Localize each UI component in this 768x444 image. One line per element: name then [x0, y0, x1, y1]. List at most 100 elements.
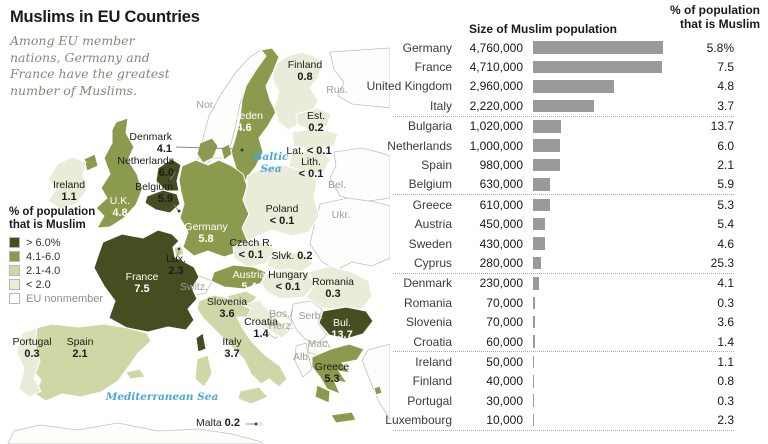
percent-value: 2.3 — [717, 413, 734, 428]
population-bar — [533, 413, 534, 427]
population-value: 4,760,000 — [469, 40, 523, 55]
population-bar — [533, 99, 594, 113]
population-bar-cell — [523, 80, 685, 93]
population-bar — [533, 315, 535, 329]
country-poland — [241, 164, 320, 243]
country-name: Portugal — [407, 393, 452, 408]
page-title: Muslims in EU Countries — [10, 8, 200, 26]
population-bar-cell — [523, 413, 685, 427]
population-value: 450,000 — [479, 217, 523, 232]
table-row: Finland 40,000 0.8 — [355, 372, 734, 391]
legend-swatch — [9, 251, 20, 262]
country-greece-crete — [330, 411, 357, 424]
country-uk — [95, 117, 143, 229]
group-divider — [393, 351, 734, 353]
population-bar — [533, 120, 561, 133]
legend-swatch — [9, 265, 20, 276]
table-row: Belgium 630,000 5.9 — [355, 175, 734, 194]
percent-value: 0.8 — [717, 374, 734, 389]
country-italy-sicily — [237, 386, 269, 405]
country-name: Netherlands — [387, 138, 452, 153]
population-bar-cell — [523, 99, 685, 113]
population-bar-cell — [523, 158, 685, 172]
country-name: Croatia — [413, 334, 452, 349]
country-netherlands — [155, 158, 182, 192]
population-bar-cell — [523, 375, 685, 388]
population-value: 430,000 — [479, 236, 523, 251]
country-serbia — [290, 300, 328, 345]
table-row: United Kingdom 2,960,000 4.8 — [355, 77, 734, 96]
percent-value: 1.4 — [717, 334, 734, 349]
population-value: 1,000,000 — [469, 138, 523, 153]
group-divider — [393, 115, 734, 117]
population-bar-cell — [523, 60, 685, 74]
percent-value: 7.5 — [717, 60, 734, 75]
table-row: Austria 450,000 5.4 — [355, 215, 734, 234]
legend-item: > 6.0% — [9, 237, 103, 249]
population-bar-cell — [523, 315, 685, 329]
country-denmark — [196, 137, 219, 164]
percent-value: 3.6 — [717, 315, 734, 330]
population-value: 230,000 — [479, 276, 523, 291]
population-bar — [533, 217, 545, 231]
population-bar-cell — [523, 256, 685, 270]
country-ireland — [47, 156, 88, 210]
percent-value: 4.8 — [717, 79, 734, 94]
group-divider — [393, 194, 734, 196]
country-name: Austria — [414, 217, 452, 232]
population-bar — [533, 355, 534, 369]
percent-value: 4.1 — [717, 276, 734, 291]
population-bar — [533, 139, 560, 152]
table-row: Cyprus 280,000 25.3 — [355, 253, 734, 272]
legend-swatch — [9, 279, 20, 290]
legend-item: EU nonmember — [9, 292, 104, 305]
population-bar-cell — [523, 394, 685, 407]
country-italy — [196, 294, 288, 388]
country-name: Luxembourg — [385, 413, 452, 428]
country-name: Finland — [412, 374, 452, 389]
percent-value: 0.3 — [717, 295, 734, 310]
percent-value: 0.3 — [717, 393, 734, 408]
country-hungary — [260, 268, 316, 300]
population-bar — [533, 158, 560, 172]
percent-value: 3.7 — [717, 98, 734, 113]
population-value: 60,000 — [486, 334, 523, 349]
legend-swatch — [9, 237, 20, 248]
map-legend: % of population that is Muslim > 6.0% 4.1… — [9, 206, 103, 307]
table-row: France 4,710,000 7.5 — [355, 57, 734, 76]
percent-value: 5.9 — [717, 177, 734, 192]
country-name: Belgium — [408, 177, 452, 192]
country-albania — [294, 342, 313, 378]
percent-value: 13.7 — [710, 119, 734, 134]
population-value: 70,000 — [486, 315, 523, 330]
europe-map — [7, 47, 390, 444]
population-bar-cell — [523, 120, 685, 133]
population-value: 30,000 — [486, 393, 523, 408]
percent-value: 5.3 — [717, 197, 734, 212]
population-value: 40,000 — [486, 374, 523, 389]
group-divider — [393, 429, 734, 431]
legend-item: 4.1-6.0 — [9, 251, 103, 263]
country-corsica — [195, 332, 207, 353]
population-value: 2,960,000 — [469, 79, 523, 94]
legend-item: < 2.0 — [9, 279, 103, 291]
country-name: Sweden — [408, 236, 452, 251]
country-austria — [210, 264, 267, 290]
population-bar — [533, 394, 534, 407]
country-name: Denmark — [403, 276, 452, 291]
table-row: Netherlands 1,000,000 6.0 — [355, 136, 734, 155]
population-value: 610,000 — [479, 197, 523, 212]
country-name: Greece — [412, 197, 452, 212]
population-value: 70,000 — [486, 295, 523, 310]
population-bar — [533, 296, 535, 310]
table-row: Germany 4,760,000 5.8% — [355, 38, 734, 57]
table-row: Romania 70,000 0.3 — [355, 293, 734, 312]
population-bar — [533, 375, 534, 388]
country-latvia — [291, 127, 339, 151]
legend-title: % of population that is Muslim — [9, 206, 96, 231]
legend-label: EU nonmember — [26, 292, 104, 305]
country-turkey — [361, 343, 390, 421]
population-bar-cell — [523, 355, 685, 369]
population-value: 280,000 — [479, 255, 523, 270]
population-value: 10,000 — [486, 413, 523, 428]
